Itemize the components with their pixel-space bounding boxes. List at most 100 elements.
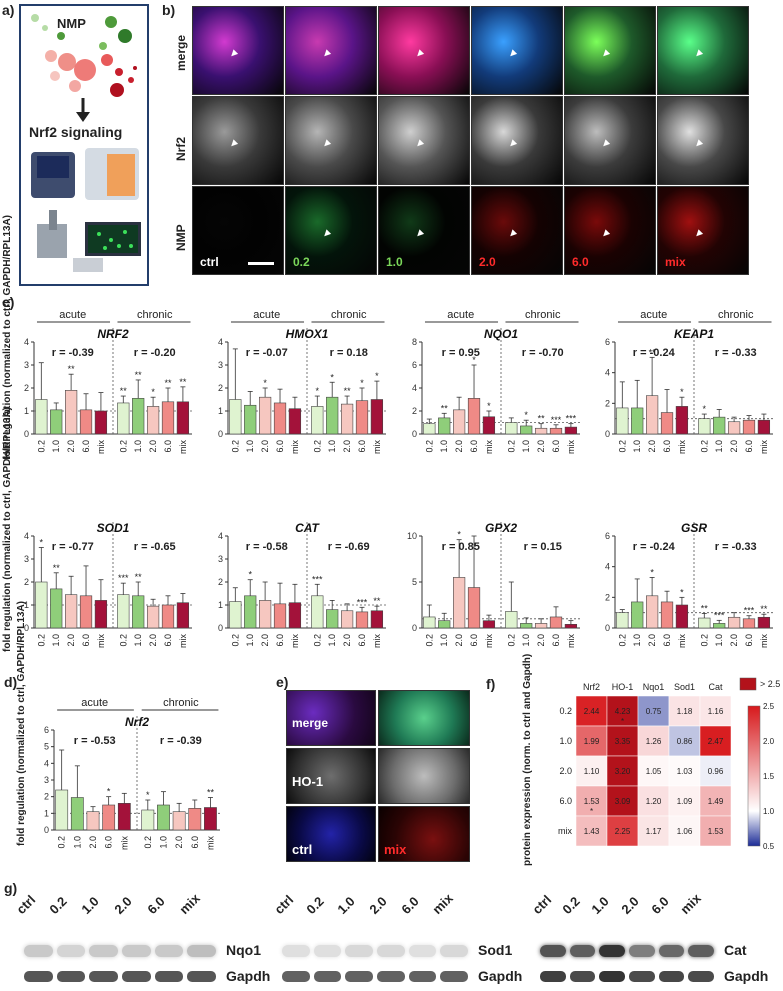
gapdh-band	[688, 971, 714, 982]
y-tick-label: 1	[218, 406, 223, 416]
x-tick-label: mix	[759, 440, 769, 454]
micrograph-nrf2-2.0	[471, 96, 563, 185]
bar	[423, 616, 436, 629]
gapdh-band	[569, 971, 596, 982]
x-tick-label: 0.2	[230, 440, 240, 453]
x-tick-label: 0.2	[506, 634, 516, 647]
x-tick-label: 0.2	[118, 634, 128, 647]
chart-title: CAT	[295, 521, 320, 535]
bar	[79, 409, 93, 435]
color-scale-label: 0.5	[763, 842, 775, 851]
acute-label: acute	[447, 309, 474, 321]
micrograph-nmp-1.0	[378, 186, 470, 275]
bar	[467, 587, 481, 629]
micrograph-nmp-mix	[657, 186, 749, 275]
heatmap-cell	[699, 815, 732, 847]
x-tick-label: 0.2	[36, 440, 46, 453]
y-tick-label: 2	[218, 577, 223, 587]
bar	[244, 595, 257, 629]
r-chronic: r = -0.33	[715, 347, 757, 359]
panel-f-label: f)	[486, 676, 496, 692]
heatmap-value: 1.17	[646, 827, 662, 836]
protein-band	[345, 945, 373, 957]
bar	[467, 398, 481, 435]
bar	[564, 624, 578, 629]
bar	[65, 594, 78, 629]
r-acute: r = -0.24	[633, 347, 676, 359]
x-tick-label: 2.0	[729, 440, 739, 453]
micrograph-nmp-ctrl	[192, 186, 284, 275]
bar	[146, 605, 160, 629]
micrograph-e-merge-mix	[378, 690, 470, 746]
significance-label: *	[263, 378, 267, 388]
bar	[482, 620, 496, 629]
blot-protein-label: Sod1	[478, 942, 513, 958]
heatmap-cell	[637, 755, 670, 787]
heatmap-cell	[575, 785, 608, 817]
heatmap-value: 1.26	[646, 737, 662, 746]
chart-title: NRF2	[97, 327, 129, 341]
x-tick-label: 0.2	[143, 836, 153, 849]
lane-label: 2.0	[111, 893, 135, 917]
x-tick-label: 6.0	[662, 634, 672, 647]
x-tick-label: 2.0	[88, 836, 98, 849]
heatmap-value: 1.09	[677, 797, 693, 806]
x-tick-label: 6.0	[744, 634, 754, 647]
heatmap-value: 3.09	[615, 797, 631, 806]
y-tick-label: 6	[412, 360, 417, 370]
micrograph-merge-6.0	[564, 6, 656, 95]
x-tick-label: 0.2	[36, 634, 46, 647]
x-tick-label: mix	[96, 440, 106, 454]
y-tick-label: 3	[44, 775, 49, 785]
x-tick-label: 0.2	[312, 634, 322, 647]
x-tick-label: 1.0	[632, 634, 642, 647]
y-tick-label: 3	[24, 360, 29, 370]
bar	[50, 588, 63, 629]
x-tick-label: mix	[178, 634, 188, 648]
r-chronic: r = -0.20	[134, 347, 176, 359]
lane-label: 6.0	[398, 893, 422, 917]
bar	[631, 601, 644, 629]
heatmap-value: 0.86	[677, 737, 693, 746]
heatmap-value: 1.49	[708, 797, 724, 806]
x-tick-label: 6.0	[163, 634, 173, 647]
bar	[70, 797, 84, 831]
bar	[698, 617, 711, 629]
bar	[340, 610, 354, 629]
gapdh-band	[599, 971, 625, 982]
bar	[727, 421, 741, 435]
significance-label: *	[40, 538, 44, 548]
x-tick-label: 2.0	[342, 440, 352, 453]
protein-band	[569, 945, 596, 957]
r-acute: r = -0.24	[633, 541, 676, 553]
heatmap-value: 0.75	[646, 707, 662, 716]
r-chronic: r = 0.18	[330, 347, 368, 359]
y-tick-label: 4	[412, 383, 417, 393]
bar	[675, 406, 689, 435]
heatmap-value: 1.43	[584, 827, 600, 836]
color-scale-label: 1.5	[763, 772, 775, 781]
significance-label: **	[68, 364, 76, 374]
heatmap-row-label: 6.0	[559, 796, 572, 806]
condition-label-6.0: 6.0	[572, 255, 589, 269]
chart-title: Nrf2	[125, 715, 149, 729]
bar	[370, 610, 384, 629]
x-tick-label: 6.0	[81, 634, 91, 647]
protein-band	[658, 945, 685, 957]
micrograph-e-nmp-mix	[378, 806, 470, 862]
r-chronic: r = -0.70	[522, 347, 564, 359]
gapdh-band	[56, 971, 86, 982]
x-tick-label: 1.0	[632, 440, 642, 453]
heatmap-cell	[668, 695, 701, 727]
y-tick-label: 6	[605, 337, 610, 347]
significance-label: **	[179, 377, 187, 387]
heatmap-row-label: mix	[558, 826, 572, 836]
bar	[204, 807, 217, 831]
panel-a-box: NMP Nrf2 signaling	[19, 4, 149, 286]
micrograph-e-ho1-mix	[378, 748, 470, 804]
y-tick-label: 2	[605, 592, 610, 602]
lane-label: 0.2	[303, 893, 327, 917]
protein-band	[187, 945, 216, 957]
x-tick-label: 2.0	[454, 440, 464, 453]
